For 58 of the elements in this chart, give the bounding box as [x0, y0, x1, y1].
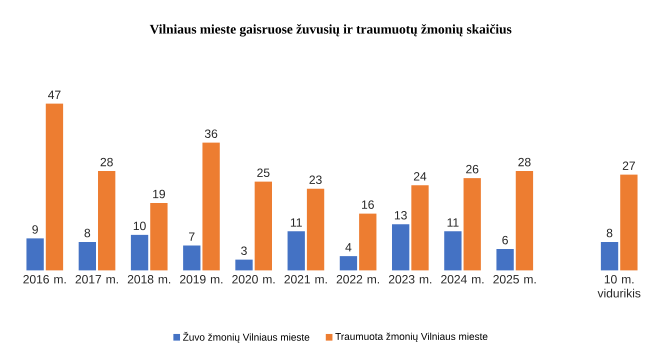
legend-label: Traumuota žmonių Vilniaus mieste: [335, 332, 488, 342]
data-label: 28: [100, 158, 113, 166]
bar: [359, 214, 376, 270]
data-label: 36: [204, 129, 218, 138]
bar: [254, 182, 272, 270]
bar: [130, 234, 148, 270]
data-label: 28: [518, 158, 531, 166]
x-tick-label: 2025 m.: [493, 275, 536, 284]
bar: [150, 202, 168, 270]
data-label: 8: [606, 228, 612, 238]
x-tick-label: 2023 m.: [388, 275, 432, 284]
bar: [46, 104, 64, 270]
bar: [235, 260, 253, 270]
x-tick-label: 2021 m.: [284, 275, 327, 284]
bar: [444, 231, 462, 270]
bar: [183, 246, 200, 270]
bar: [98, 171, 116, 270]
bar: [496, 249, 514, 270]
data-label: 25: [257, 168, 270, 177]
bar: [26, 238, 44, 270]
data-label: 8: [84, 228, 90, 238]
x-tick-label: 2024 m.: [441, 275, 484, 284]
x-tick-label: 2017 m.: [76, 275, 118, 284]
data-label: 4: [345, 243, 352, 252]
data-label: 9: [32, 225, 38, 234]
data-label: 13: [394, 211, 407, 220]
data-label: 3: [241, 246, 247, 255]
legend-label: Žuvo žmonių Vilniaus mieste: [183, 332, 310, 343]
x-tick-label: 2020 m.: [232, 275, 275, 284]
data-label: 11: [290, 218, 302, 227]
data-label: 24: [414, 172, 426, 181]
x-tick-label: 2016 m.: [23, 275, 66, 284]
data-label: 7: [189, 232, 195, 241]
data-label: 16: [362, 200, 374, 209]
data-label: 47: [48, 90, 61, 99]
data-label: 26: [466, 164, 478, 174]
bar: [340, 256, 358, 270]
data-label: 10: [134, 222, 146, 230]
bar: [78, 242, 96, 270]
bar: [202, 142, 220, 270]
data-label: 23: [309, 176, 322, 184]
bar: [464, 178, 481, 270]
bar: [288, 231, 305, 270]
data-label: 11: [448, 218, 459, 227]
bar: [392, 224, 410, 270]
x-tick-label: 2019 m.: [180, 275, 222, 284]
bar: [620, 174, 638, 270]
chart-title: Vilniaus mieste gaisruose žuvusių ir traumuotų žmonių skaičius: [150, 24, 512, 37]
bar: [411, 185, 429, 270]
data-label: 27: [622, 161, 635, 170]
x-tick-label: 10 m. vidurikis: [598, 275, 640, 298]
bar: [306, 188, 324, 270]
x-tick-label: 2018 m.: [128, 275, 170, 284]
x-tick-label: 2022 m.: [336, 275, 380, 284]
bar: [600, 242, 618, 270]
data-label: 19: [153, 190, 165, 198]
data-label: 6: [502, 236, 508, 244]
bar: [516, 171, 534, 270]
